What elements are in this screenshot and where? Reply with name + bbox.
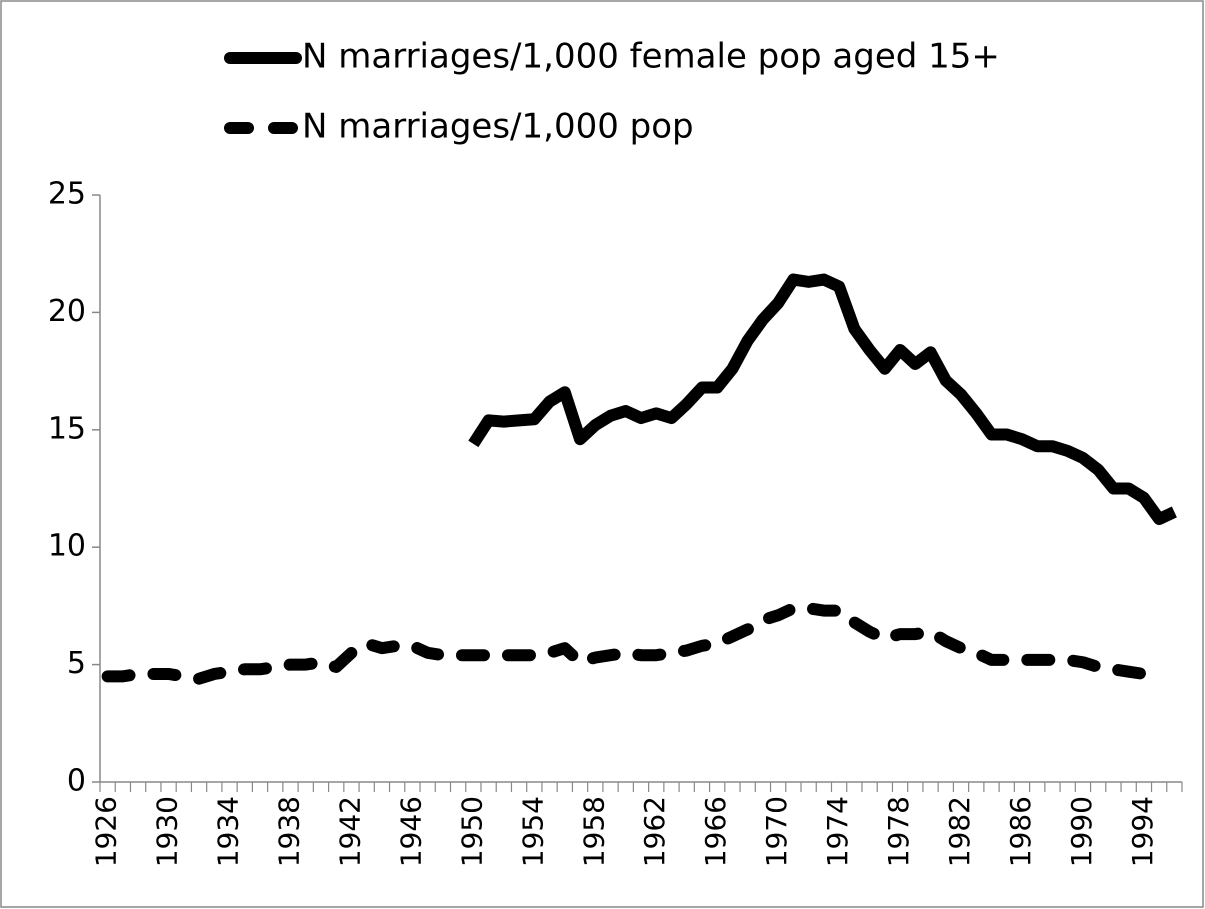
- x-tick-label: 1934: [212, 796, 245, 867]
- x-tick-label: 1990: [1065, 796, 1098, 867]
- x-tick-label: 1974: [821, 796, 854, 867]
- y-tick-label: 0: [67, 764, 86, 799]
- x-tick-label: 1994: [1126, 796, 1159, 867]
- x-tick-label: 1978: [882, 796, 915, 867]
- y-tick-label: 25: [48, 177, 86, 212]
- series-line: [101, 602, 1166, 688]
- y-tick-label: 20: [48, 294, 86, 329]
- x-tick-label: 1938: [272, 796, 305, 867]
- x-tick-label: 1930: [151, 796, 184, 867]
- y-tick-label: 10: [48, 529, 86, 564]
- x-tick-label: 1954: [516, 796, 549, 867]
- legend-label: N marriages/1,000 pop: [302, 107, 694, 147]
- x-tick-label: 1958: [577, 796, 610, 867]
- x-tick-label: 1926: [90, 796, 123, 867]
- x-tick-label: 1982: [943, 796, 976, 867]
- x-tick-label: 1946: [394, 796, 427, 867]
- series-line: [468, 273, 1177, 526]
- y-tick-label: 5: [67, 646, 86, 681]
- legend-label: N marriages/1,000 female pop aged 15+: [302, 37, 1000, 77]
- x-tick-label: 1966: [699, 796, 732, 867]
- y-tick-label: 15: [48, 411, 86, 446]
- x-tick-label: 1950: [455, 796, 488, 867]
- x-tick-label: 1986: [1004, 796, 1037, 867]
- x-tick-label: 1962: [638, 796, 671, 867]
- x-tick-label: 1942: [333, 796, 366, 867]
- x-tick-label: 1970: [760, 796, 793, 867]
